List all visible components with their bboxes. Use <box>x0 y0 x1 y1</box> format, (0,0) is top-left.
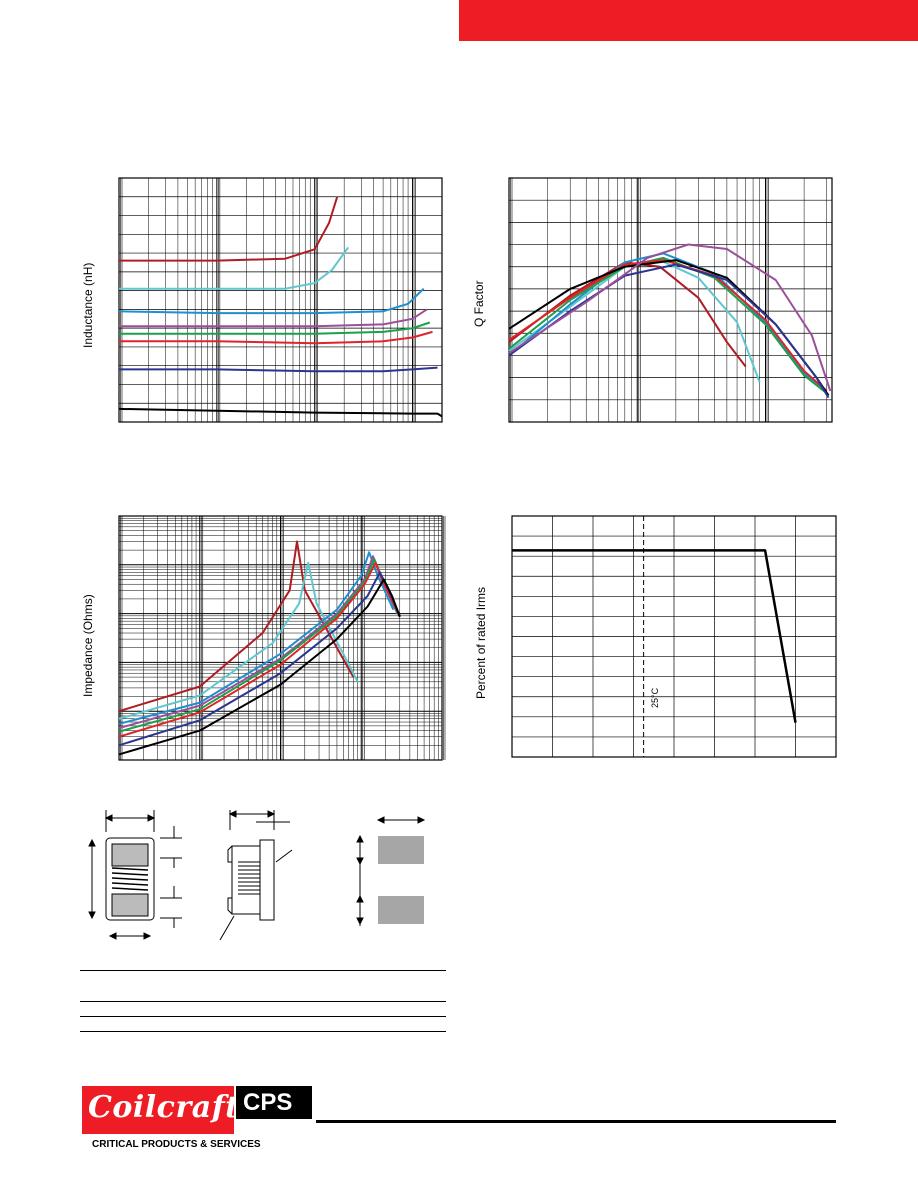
table-rule-lower <box>80 1016 446 1017</box>
q-factor-chart <box>508 177 833 423</box>
footer-rule <box>316 1120 836 1123</box>
series-line-5 <box>508 259 828 392</box>
q-factor-axis-label: Q Factor <box>472 280 486 327</box>
plot-frame <box>118 177 443 423</box>
series-line-1 <box>512 549 797 723</box>
grid <box>511 515 837 758</box>
series-line-2 <box>118 561 359 720</box>
series-line-8 <box>118 407 443 418</box>
series-line-7 <box>119 366 438 373</box>
series-line-2 <box>119 246 350 290</box>
impedance-chart <box>118 515 446 761</box>
series-line-3 <box>118 287 425 315</box>
cps-logo <box>236 1086 312 1119</box>
table-rule-middle <box>80 1001 446 1002</box>
series-line-3 <box>118 551 395 725</box>
table-rule-bottom <box>80 1031 446 1032</box>
series-line-6 <box>119 330 433 345</box>
header-accent-bar <box>459 0 918 41</box>
series-line-5 <box>119 321 431 335</box>
series-line-4 <box>119 308 428 328</box>
series-line-1 <box>119 196 339 262</box>
series-line-1 <box>118 540 355 713</box>
inductance-chart <box>118 177 443 423</box>
series-line-3 <box>508 252 828 392</box>
footprint-drawing <box>356 816 426 926</box>
grid <box>508 177 832 423</box>
top-view-drawing <box>88 810 182 940</box>
side-view-drawing <box>219 810 293 941</box>
plot-frame <box>511 515 837 758</box>
series-line-4 <box>508 256 828 394</box>
grid <box>118 177 443 423</box>
cps-logo-text: CPS <box>243 1089 293 1116</box>
grid <box>118 515 446 761</box>
impedance-axis-label: Impedance (Ohms) <box>81 594 95 697</box>
dimension-drawing <box>88 810 426 941</box>
series-line-6 <box>508 259 830 396</box>
table-rule-top <box>80 970 446 971</box>
irms-axis-label: Percent of rated Irms <box>474 586 488 699</box>
series-line-8 <box>508 243 832 392</box>
tagline: CRITICAL PRODUCTS & SERVICES <box>92 1139 261 1150</box>
temperature-annotation: 25°C <box>650 687 660 708</box>
plot-frame <box>508 177 833 423</box>
plot-frame <box>118 515 443 761</box>
series-line-1 <box>508 261 747 368</box>
series-line-8 <box>118 578 401 756</box>
series-line-7 <box>508 263 830 399</box>
inductance-axis-label: Inductance (nH) <box>81 262 95 348</box>
coilcraft-logo-text: Coilcraft <box>88 1090 240 1125</box>
irms-derating-chart <box>511 515 837 758</box>
coilcraft-logo <box>82 1086 234 1134</box>
